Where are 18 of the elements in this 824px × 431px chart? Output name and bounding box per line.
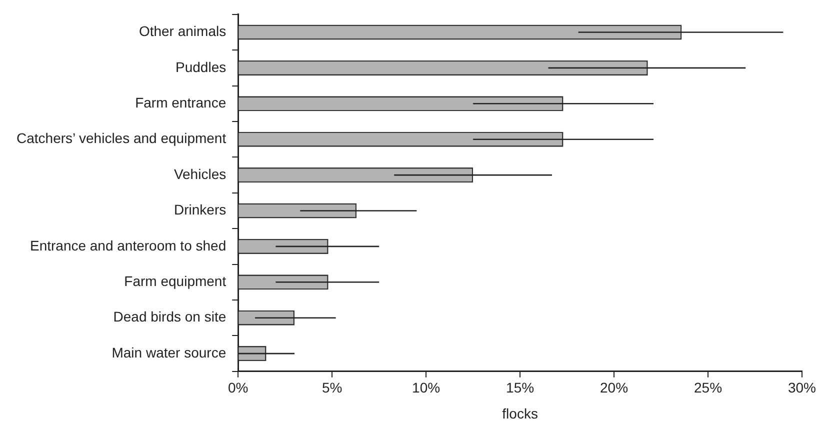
y-tick-label: Entrance and anteroom to shed (30, 237, 226, 254)
x-tick-label: 20% (600, 380, 628, 396)
x-tick-label: 10% (412, 380, 440, 396)
x-tick-label: 25% (694, 380, 722, 396)
y-tick-label: Dead birds on site (113, 308, 226, 325)
y-tick-label: Farm equipment (124, 273, 226, 290)
y-tick-label: Drinkers (174, 202, 226, 218)
x-tick-label: 0% (228, 380, 248, 396)
x-tick-label: 30% (788, 380, 816, 396)
x-axis-title: flocks (502, 405, 538, 422)
y-tick-label: Catchers’ vehicles and equipment (16, 130, 226, 146)
x-tick-label: 15% (506, 380, 534, 396)
y-tick-label: Farm entrance (135, 94, 226, 111)
y-tick-label: Puddles (176, 58, 226, 75)
y-tick-label: Main water source (112, 344, 226, 360)
y-tick-label: Vehicles (174, 166, 226, 182)
y-tick-label: Other animals (138, 23, 226, 40)
x-tick-label: 5% (322, 380, 342, 396)
